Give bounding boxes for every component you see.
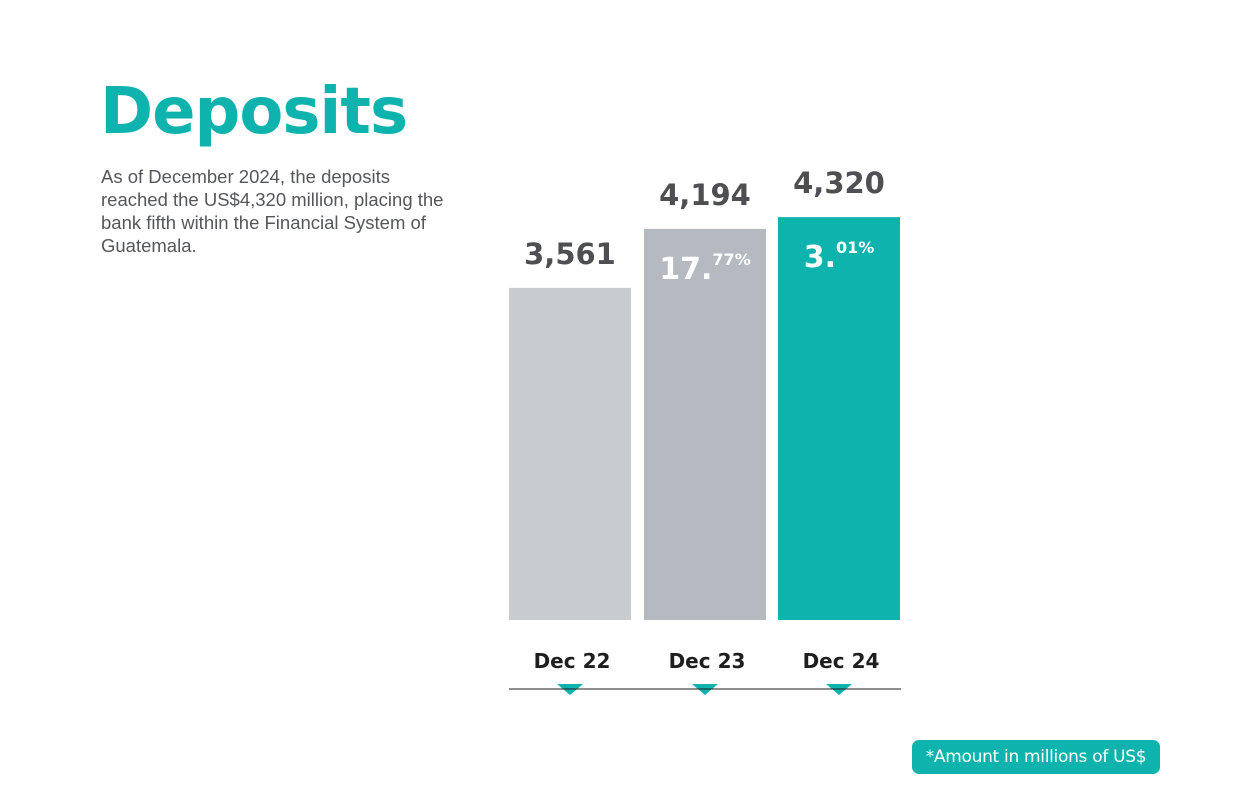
value-label-dec-23: 4,194 xyxy=(659,178,751,212)
category-label-dec-22: Dec 22 xyxy=(534,649,611,673)
growth-label-dec-24: 3.01% xyxy=(804,238,875,275)
description-text: As of December 2024, the deposits reache… xyxy=(101,166,444,256)
value-label-dec-22: 3,561 xyxy=(524,237,616,271)
category-label-dec-23: Dec 23 xyxy=(669,649,746,673)
category-label-dec-24: Dec 24 xyxy=(803,649,880,673)
bar-dec-22 xyxy=(509,287,631,620)
value-label-dec-24: 4,320 xyxy=(793,166,885,200)
bar-dec-23 xyxy=(644,228,766,621)
footnote-badge: *Amount in millions of US$ xyxy=(912,740,1160,774)
page-title: Deposits xyxy=(100,75,408,149)
bar-dec-24 xyxy=(778,217,900,620)
growth-label-dec-23: 17.77% xyxy=(659,250,750,287)
